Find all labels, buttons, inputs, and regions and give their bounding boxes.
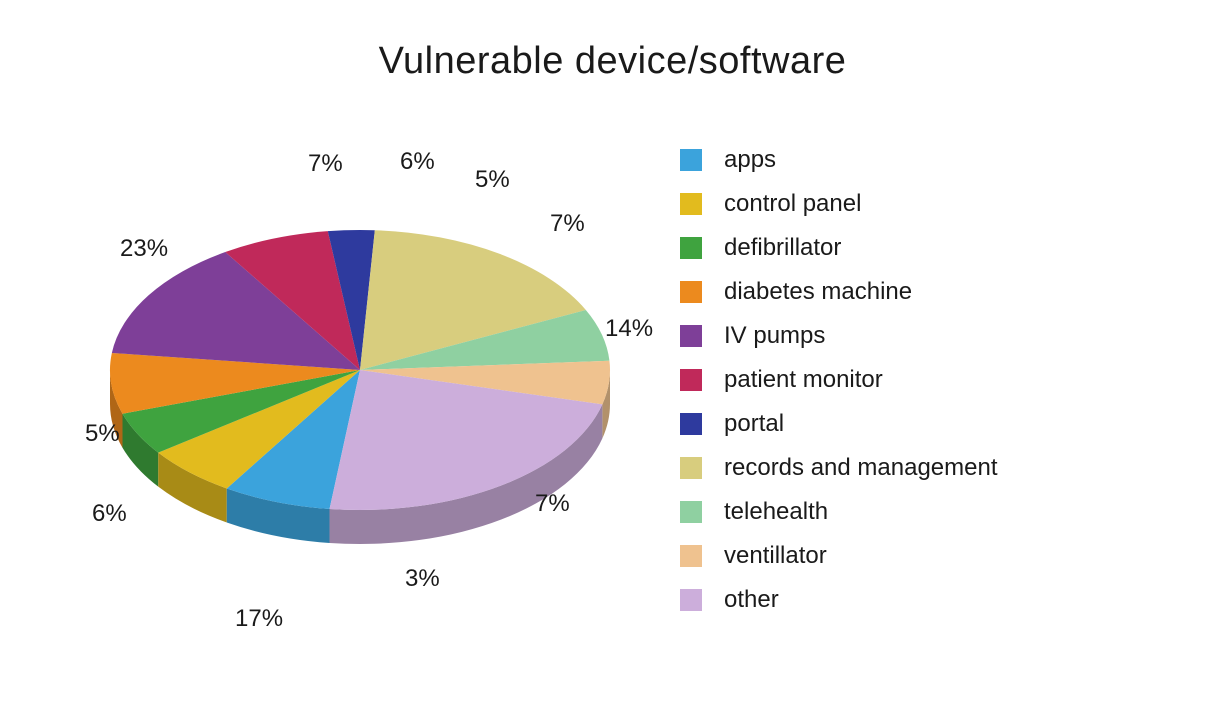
legend-label: records and management: [724, 456, 998, 480]
legend-item: control panel: [680, 192, 998, 216]
legend-swatch: [680, 545, 702, 567]
legend-label: telehealth: [724, 500, 828, 524]
legend-swatch: [680, 369, 702, 391]
legend-swatch: [680, 281, 702, 303]
legend-swatch: [680, 193, 702, 215]
legend-swatch: [680, 149, 702, 171]
legend-swatch: [680, 413, 702, 435]
pie-chart: 7%6%5%7%14%7%3%17%6%5%23%: [60, 120, 620, 680]
pct-label: 5%: [475, 166, 510, 194]
legend-item: IV pumps: [680, 324, 998, 348]
chart-legend: apps control panel defibrillator diabetes m…: [680, 148, 998, 632]
pct-label: 5%: [85, 420, 120, 448]
legend-item: telehealth: [680, 500, 998, 524]
legend-item: apps: [680, 148, 998, 172]
legend-swatch: [680, 589, 702, 611]
legend-item: patient monitor: [680, 368, 998, 392]
legend-label: diabetes machine: [724, 280, 912, 304]
legend-label: defibrillator: [724, 236, 841, 260]
legend-label: apps: [724, 148, 776, 172]
pct-label: 7%: [550, 210, 585, 238]
legend-item: records and management: [680, 456, 998, 480]
legend-item: other: [680, 588, 998, 612]
legend-label: patient monitor: [724, 368, 883, 392]
pct-label: 3%: [405, 565, 440, 593]
pct-label: 23%: [120, 235, 168, 263]
pct-label: 17%: [235, 605, 283, 633]
legend-swatch: [680, 237, 702, 259]
legend-swatch: [680, 457, 702, 479]
legend-swatch: [680, 501, 702, 523]
legend-item: defibrillator: [680, 236, 998, 260]
pct-label: 14%: [605, 315, 653, 343]
legend-label: portal: [724, 412, 784, 436]
legend-item: portal: [680, 412, 998, 436]
chart-title: Vulnerable device/software: [0, 40, 1225, 83]
pct-label: 7%: [535, 490, 570, 518]
pct-label: 6%: [92, 500, 127, 528]
pct-label: 7%: [308, 150, 343, 178]
legend-label: ventillator: [724, 544, 827, 568]
legend-item: diabetes machine: [680, 280, 998, 304]
pct-label: 6%: [400, 148, 435, 176]
legend-label: control panel: [724, 192, 861, 216]
legend-swatch: [680, 325, 702, 347]
legend-item: ventillator: [680, 544, 998, 568]
legend-label: IV pumps: [724, 324, 825, 348]
legend-label: other: [724, 588, 779, 612]
